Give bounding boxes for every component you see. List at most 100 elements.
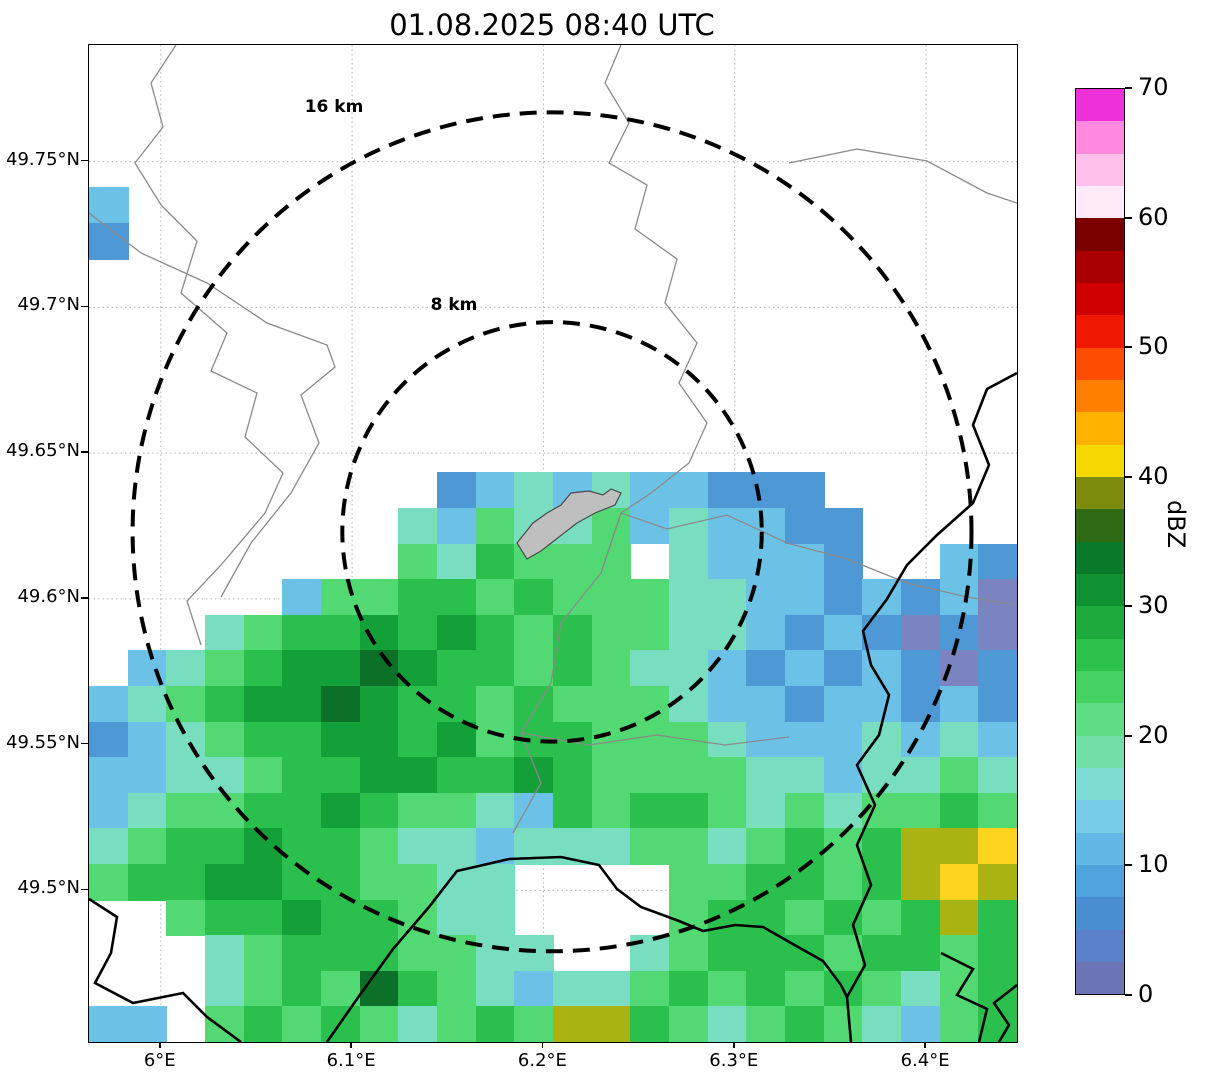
radar-cell bbox=[321, 757, 361, 794]
radar-cell bbox=[514, 472, 554, 509]
map-plot-area: 16 km 8 km bbox=[88, 44, 1018, 1043]
radar-cell bbox=[475, 792, 516, 830]
radar-cell bbox=[785, 863, 825, 901]
radar-cell bbox=[282, 685, 322, 723]
radar-cell bbox=[785, 614, 825, 652]
radar-cell bbox=[591, 792, 632, 830]
radar-cell bbox=[514, 757, 554, 794]
radar-cell bbox=[166, 828, 206, 865]
radar-cell bbox=[746, 507, 786, 545]
radar-cell bbox=[398, 579, 438, 616]
radar-cell bbox=[398, 1006, 438, 1042]
radar-cell bbox=[398, 507, 438, 545]
radar-cell bbox=[89, 792, 129, 830]
radar-cell bbox=[630, 970, 670, 1008]
colorbar-band bbox=[1076, 897, 1124, 930]
radar-cell bbox=[282, 970, 322, 1008]
y-tick-label: 49.7°N bbox=[17, 294, 80, 316]
radar-cell bbox=[553, 685, 593, 723]
radar-cell bbox=[939, 935, 980, 972]
colorbar-band bbox=[1076, 767, 1124, 801]
radar-cell bbox=[823, 650, 864, 687]
radar-cell bbox=[591, 757, 632, 794]
radar-cell bbox=[901, 899, 941, 937]
radar-cell bbox=[669, 472, 709, 509]
colorbar-band bbox=[1076, 832, 1124, 865]
radar-cell bbox=[437, 543, 477, 581]
radar-cell bbox=[398, 863, 438, 901]
y-tickmark bbox=[81, 597, 88, 599]
radar-cell bbox=[978, 792, 1017, 830]
radar-cell bbox=[282, 1006, 322, 1042]
radar-cell bbox=[553, 970, 593, 1008]
radar-cell bbox=[901, 579, 941, 616]
radar-cell bbox=[282, 579, 322, 616]
radar-cell bbox=[475, 757, 516, 794]
radar-cell bbox=[978, 614, 1017, 652]
radar-cell bbox=[939, 614, 980, 652]
colorbar-band bbox=[1076, 282, 1124, 316]
radar-cell bbox=[243, 1006, 284, 1042]
radar-cell bbox=[862, 614, 902, 652]
radar-cell bbox=[707, 579, 748, 616]
radar-cell bbox=[862, 685, 902, 723]
radar-cell bbox=[862, 792, 902, 830]
radar-cell bbox=[707, 1006, 748, 1042]
radar-cell bbox=[591, 828, 632, 865]
radar-cell bbox=[514, 579, 554, 616]
colorbar-tick-label: 30 bbox=[1138, 591, 1169, 620]
radar-cell bbox=[707, 685, 748, 723]
radar-cell bbox=[669, 935, 709, 972]
radar-cell bbox=[166, 757, 206, 794]
radar-cell bbox=[707, 828, 748, 865]
radar-cell bbox=[630, 614, 670, 652]
radar-cell bbox=[901, 828, 941, 865]
radar-cell bbox=[475, 685, 516, 723]
radar-cell bbox=[89, 721, 129, 759]
radar-cell bbox=[823, 1006, 864, 1042]
y-tickmark bbox=[81, 305, 88, 308]
radar-cell bbox=[901, 792, 941, 830]
radar-cell bbox=[823, 721, 864, 759]
radar-cell bbox=[282, 899, 322, 937]
radar-cell bbox=[282, 828, 322, 865]
radar-cell bbox=[978, 935, 1017, 972]
radar-cell bbox=[398, 970, 438, 1008]
radar-cell bbox=[321, 614, 361, 652]
colorbar-band bbox=[1076, 153, 1124, 186]
radar-cell bbox=[437, 757, 477, 794]
radar-cell bbox=[475, 543, 516, 581]
radar-cell bbox=[978, 650, 1017, 687]
radar-cell bbox=[707, 650, 748, 687]
radar-cell bbox=[359, 1006, 400, 1042]
colorbar-tick-label: 60 bbox=[1138, 202, 1169, 231]
radar-cell bbox=[205, 828, 245, 865]
radar-cell bbox=[243, 650, 284, 687]
y-tick-label: 49.6°N bbox=[17, 585, 80, 607]
radar-cell bbox=[823, 543, 864, 581]
radar-cell bbox=[321, 899, 361, 937]
radar-cell bbox=[553, 650, 593, 687]
colorbar-band bbox=[1076, 412, 1124, 445]
colorbar-band bbox=[1076, 347, 1124, 380]
radar-cell bbox=[359, 792, 400, 830]
radar-cell bbox=[127, 863, 168, 901]
radar-cell bbox=[630, 507, 670, 545]
radar-cell bbox=[166, 863, 206, 901]
radar-cell bbox=[978, 828, 1017, 865]
radar-cell bbox=[359, 721, 400, 759]
radar-cell bbox=[205, 650, 245, 687]
radar-cell bbox=[901, 863, 941, 901]
radar-cell bbox=[978, 757, 1017, 794]
colorbar-band bbox=[1076, 444, 1124, 477]
radar-cell bbox=[127, 685, 168, 723]
colorbar-band bbox=[1076, 573, 1124, 607]
radar-cell bbox=[475, 507, 516, 545]
radar-cell bbox=[978, 685, 1017, 723]
radar-cell bbox=[475, 614, 516, 652]
radar-cell bbox=[243, 685, 284, 723]
radar-cell bbox=[89, 223, 129, 260]
radar-cell bbox=[321, 935, 361, 972]
radar-cell bbox=[939, 1006, 980, 1042]
colorbar-tickmark bbox=[1125, 605, 1132, 608]
